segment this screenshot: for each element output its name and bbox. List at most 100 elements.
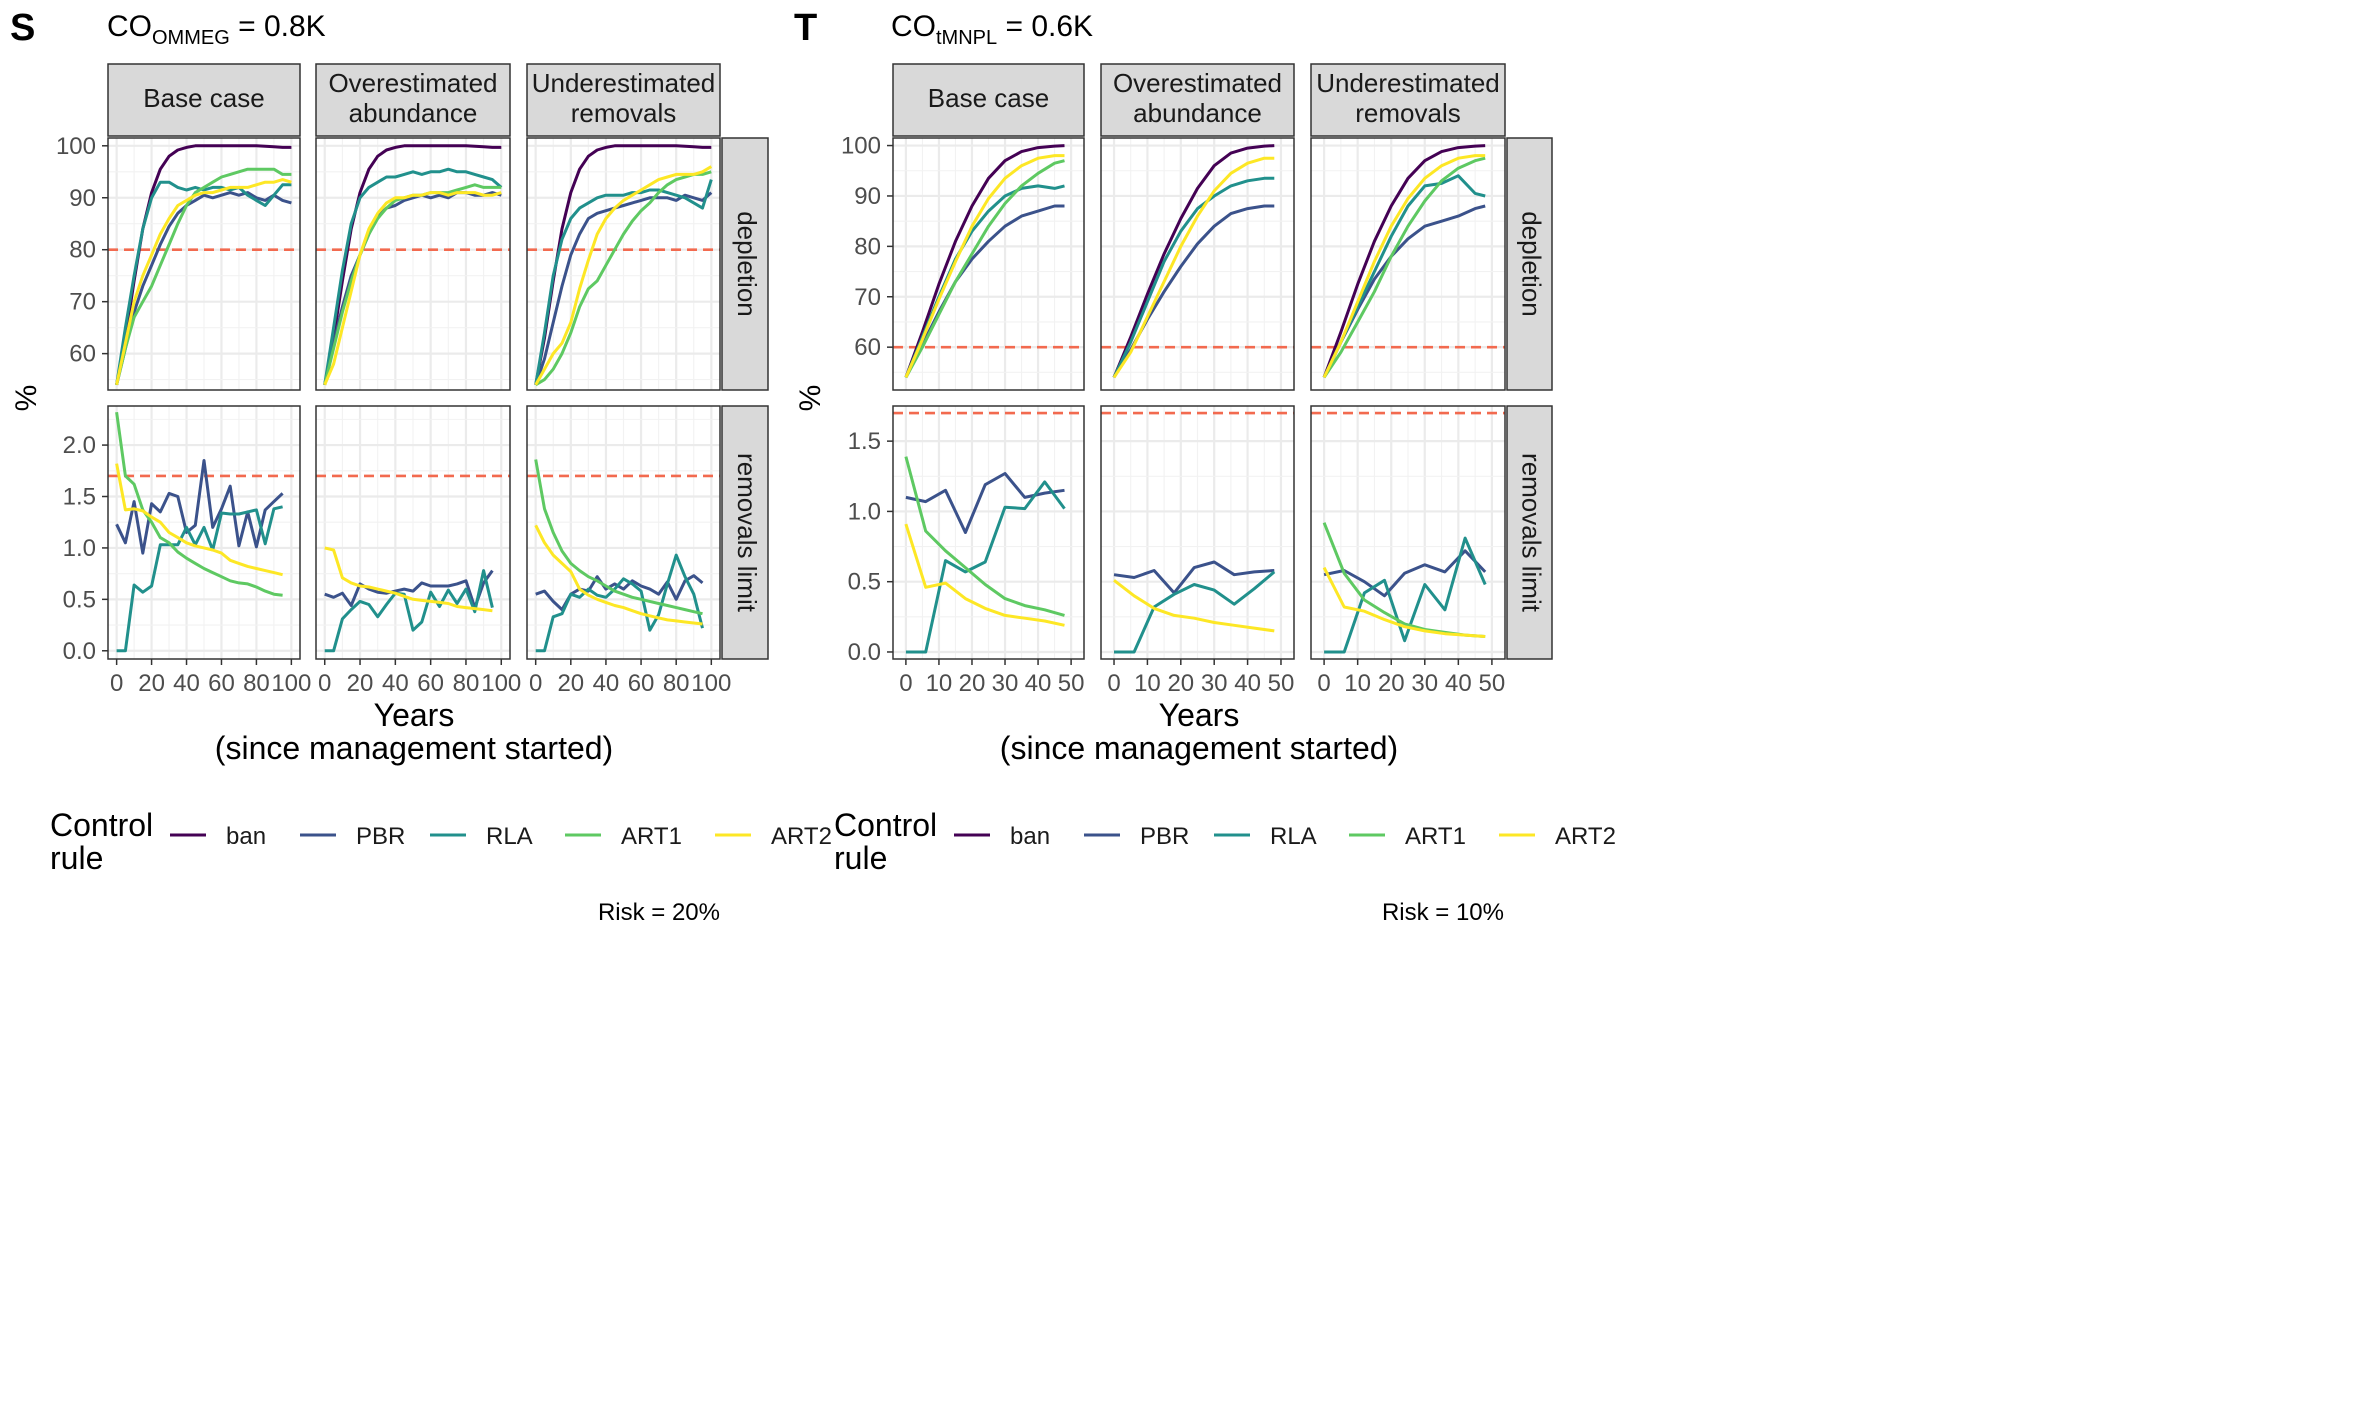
y-tick-label: 100 [56, 133, 96, 160]
y-axis-title: % [10, 385, 43, 412]
x-tick-label: 0 [1107, 670, 1120, 697]
x-tick-label: 10 [1134, 670, 1161, 697]
facet-label-col: Overestimated abundance [1113, 68, 1282, 128]
x-tick-label: 80 [243, 670, 270, 697]
series-line-art2 [1113, 579, 1275, 633]
facet-label-row: depletion [1517, 211, 1547, 317]
series-line-pbr [905, 472, 1065, 534]
y-tick-label: 1.0 [848, 498, 881, 525]
series-line-art2 [1322, 566, 1486, 638]
facet-strip-col [107, 63, 301, 137]
x-tick-label: 20 [1167, 670, 1194, 697]
x-tick-label: 100 [271, 670, 311, 697]
facet-strip-col [315, 63, 511, 137]
series-line-rla [116, 505, 283, 653]
facet-strip-col [892, 63, 1085, 137]
facet-strip-row [1506, 405, 1553, 660]
series-line-art2 [324, 546, 493, 613]
x-tick-label: 100 [481, 670, 521, 697]
facet-panel [315, 137, 511, 391]
panel-border [315, 137, 511, 391]
risk-caption: Risk = 20% [598, 899, 720, 926]
series-line-art1 [904, 159, 1065, 379]
x-tick-label: 60 [628, 670, 655, 697]
legend-title: rule [50, 840, 103, 876]
facet-strip-row [1506, 137, 1553, 391]
y-tick-label: 70 [69, 289, 96, 316]
series-line-art1 [115, 167, 292, 386]
facet-panel [526, 137, 721, 391]
series-line-art2 [115, 463, 283, 577]
x-tick-label: 0 [1317, 670, 1330, 697]
panel-tag: S [10, 7, 35, 49]
x-tick-label: 80 [453, 670, 480, 697]
x-tick-label: 40 [173, 670, 200, 697]
facet-panel: 0 10 20 30 40 50 [1100, 405, 1295, 697]
facet-strip-col [1100, 63, 1295, 137]
y-tick-label: 80 [69, 237, 96, 264]
y-tick-label: 100 [841, 133, 881, 160]
x-tick-label: 50 [1268, 670, 1295, 697]
x-axis-title: Years [374, 697, 455, 733]
legend-title: Control [50, 807, 153, 843]
legend-label: ART2 [1555, 823, 1616, 850]
series-line-rla [323, 167, 503, 386]
facet-panel: 0 10 20 30 40 50 [892, 405, 1085, 697]
x-tick-label: 30 [1201, 670, 1228, 697]
facet-panel: 0 20 40 60 80 100 [107, 405, 311, 697]
facet-strip-row [721, 137, 769, 391]
x-tick-label: 50 [1058, 670, 1085, 697]
x-tick-label: 40 [1445, 670, 1472, 697]
x-tick-label: 20 [138, 670, 165, 697]
series-line-ban [534, 144, 712, 386]
x-axis-subtitle: (since management started) [215, 730, 613, 766]
panel-border [892, 137, 1085, 391]
legend-label: ban [226, 823, 266, 850]
legend-label: RLA [1270, 823, 1317, 850]
facet-label-row: removals limit [1517, 453, 1547, 613]
facet-panel [1310, 137, 1506, 391]
series-line-pbr [115, 191, 292, 386]
x-tick-label: 20 [1378, 670, 1405, 697]
series-line-art2 [534, 165, 713, 386]
x-tick-label: 30 [992, 670, 1019, 697]
x-tick-label: 20 [347, 670, 374, 697]
chart-T: T COtMNPL = 0.6K Base case Overestimated abu… [794, 7, 1616, 926]
y-tick-label: 60 [69, 341, 96, 368]
series-line-art2 [904, 523, 1065, 627]
facet-strip-col [526, 63, 721, 137]
x-tick-label: 60 [417, 670, 444, 697]
x-tick-label: 40 [1234, 670, 1261, 697]
series-line-art2 [904, 154, 1065, 379]
series-line-art1 [904, 456, 1065, 617]
series-line-pbr [115, 459, 284, 555]
series-line-pbr [324, 569, 494, 610]
y-tick-label: 1.5 [63, 484, 96, 511]
series-line-pbr [1113, 560, 1275, 595]
x-tick-label: 20 [557, 670, 584, 697]
series-line-art1 [534, 170, 712, 387]
chart-title: COtMNPL = 0.6K [891, 10, 1093, 49]
series-line-rla [115, 180, 292, 386]
y-axis-title: % [794, 385, 827, 412]
y-tick-label: 60 [854, 334, 881, 361]
facet-strip-col [1310, 63, 1506, 137]
x-tick-label: 0 [318, 670, 331, 697]
panel-border [1310, 137, 1506, 391]
x-tick-label: 0 [529, 670, 542, 697]
panel-border [1310, 405, 1506, 660]
legend-label: ban [1010, 823, 1050, 850]
x-tick-label: 10 [926, 670, 953, 697]
panel-border [526, 137, 721, 391]
x-tick-label: 30 [1411, 670, 1438, 697]
panel-border [107, 137, 301, 391]
facet-panel [1100, 137, 1295, 391]
x-tick-label: 20 [959, 670, 986, 697]
panel-border [315, 405, 511, 660]
panel-tag: T [794, 7, 817, 49]
facet-panel [107, 137, 301, 391]
series-line-rla [1112, 176, 1275, 379]
facet-label-col: Underestimated removals [1316, 68, 1500, 128]
